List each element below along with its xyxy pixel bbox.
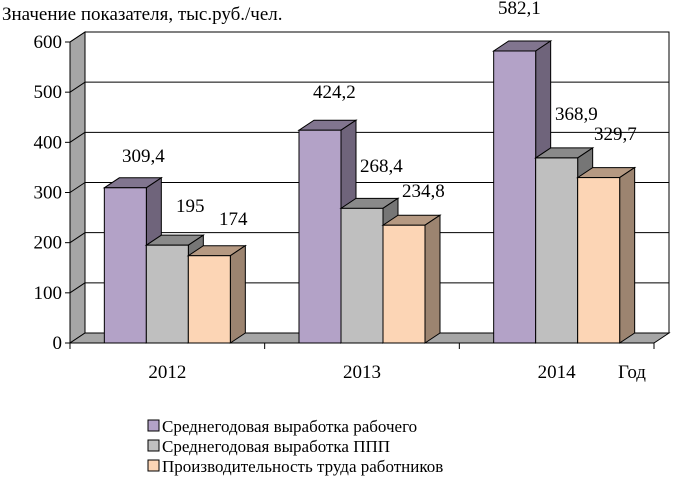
gridline-wall: [69, 182, 86, 193]
y-tick-label: 0: [53, 333, 63, 354]
gridline-wall: [69, 232, 86, 244]
legend-swatch: [147, 419, 160, 432]
y-tick-label: 400: [34, 132, 63, 153]
bar-front: [493, 50, 537, 344]
data-label: 234,8: [402, 181, 445, 202]
bar-front: [340, 207, 384, 344]
bar: [381, 214, 442, 344]
bar-front: [382, 224, 426, 344]
data-label: 195: [176, 196, 205, 217]
y-tick-label: 100: [34, 283, 63, 304]
x-tick-label: 2013: [343, 362, 381, 383]
bar-side: [619, 166, 636, 344]
x-tick-label: 2014: [538, 362, 577, 383]
data-label: 309,4: [122, 146, 165, 167]
gridline-wall: [69, 131, 86, 143]
bar-front: [187, 255, 231, 344]
bar-front: [298, 129, 342, 344]
data-label: 582,1: [498, 0, 541, 19]
x-tick-label: 2012: [148, 362, 186, 383]
legend-label: Среднегодовая выработка рабочего: [162, 417, 417, 436]
bar-side: [424, 214, 441, 344]
legend-label: Производительность труда работников: [162, 457, 443, 476]
bar-front: [145, 244, 189, 344]
bar-side: [229, 244, 246, 344]
y-tick-label: 200: [34, 233, 63, 254]
y-tick-label: 600: [34, 32, 63, 53]
bars: [102, 40, 637, 344]
legend-label: Среднегодовая выработка ППП: [162, 437, 390, 456]
y-tick-label: 500: [34, 82, 63, 103]
x-axis-title: Год: [618, 362, 646, 383]
gridline-wall: [69, 282, 86, 294]
axes: [65, 41, 655, 349]
y-axis-title: Значение показателя, тыс.руб./чел.: [2, 4, 282, 25]
bar-front: [535, 157, 579, 344]
data-label: 174: [219, 209, 248, 230]
legend-swatch: [147, 439, 160, 452]
bar: [186, 244, 247, 344]
bar: [576, 166, 637, 344]
legend-swatch: [147, 459, 160, 472]
labels: 0 100 200 300 400 500 600 2012 2013 2014 309,4 424,…: [34, 0, 637, 383]
gridline-wall: [69, 81, 86, 93]
legend: Среднегодовая выработка рабочегоСреднего…: [147, 417, 443, 476]
data-label: 268,4: [360, 156, 403, 177]
bar-front: [577, 177, 621, 344]
data-label: 368,9: [555, 104, 598, 125]
bar-front: [103, 187, 147, 344]
data-label: 424,2: [313, 82, 356, 103]
data-label: 329,7: [594, 124, 637, 145]
y-tick-label: 300: [34, 183, 63, 204]
gridline-wall: [69, 31, 86, 43]
